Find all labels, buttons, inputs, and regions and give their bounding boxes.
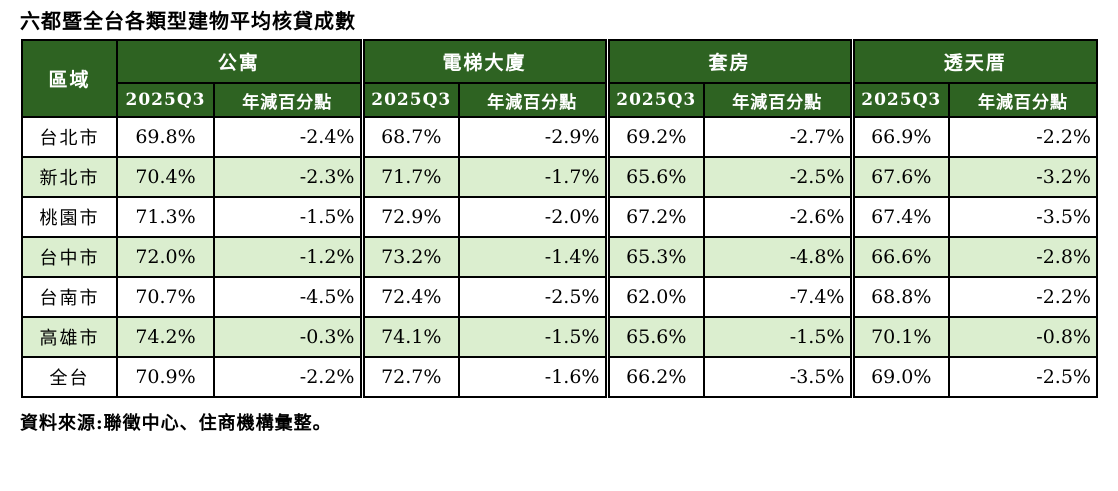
table-row-nationwide: 全台 70.9% -2.2% 72.7% -1.6% 66.2% -3.5% 6… bbox=[21, 356, 1098, 398]
page-title: 六都暨全台各類型建物平均核貸成數 bbox=[20, 9, 356, 33]
value-cell: 74.2% bbox=[116, 316, 215, 358]
value-cell: -2.5% bbox=[948, 356, 1098, 398]
value-cell: -2.2% bbox=[948, 276, 1098, 318]
value-cell: -3.5% bbox=[948, 196, 1098, 238]
value-cell: 70.4% bbox=[116, 156, 215, 198]
value-cell: 69.8% bbox=[116, 116, 215, 158]
value-cell: 62.0% bbox=[604, 276, 705, 318]
value-cell: 72.9% bbox=[359, 196, 460, 238]
column-group-header-studio: 套房 bbox=[604, 39, 853, 84]
value-cell: -0.3% bbox=[213, 316, 363, 358]
value-cell: -2.0% bbox=[458, 196, 608, 238]
value-cell: -4.5% bbox=[213, 276, 363, 318]
value-cell: -1.6% bbox=[458, 356, 608, 398]
sub-header-yoy: 年減百分點 bbox=[948, 82, 1098, 118]
sub-header-period: 2025Q3 bbox=[604, 82, 705, 118]
value-cell: -2.7% bbox=[703, 116, 853, 158]
region-cell: 新北市 bbox=[21, 156, 118, 198]
value-cell: -1.2% bbox=[213, 236, 363, 278]
value-cell: -7.4% bbox=[703, 276, 853, 318]
value-cell: -2.3% bbox=[213, 156, 363, 198]
value-cell: 67.4% bbox=[849, 196, 950, 238]
sub-header-row: 2025Q3 年減百分點 2025Q3 年減百分點 2025Q3 年減百分點 2… bbox=[22, 82, 1098, 118]
value-cell: 66.6% bbox=[849, 236, 950, 278]
region-header: 區域 bbox=[21, 39, 118, 118]
value-cell: 65.6% bbox=[604, 316, 705, 358]
value-cell: -0.8% bbox=[948, 316, 1098, 358]
value-cell: -2.8% bbox=[948, 236, 1098, 278]
value-cell: -1.5% bbox=[213, 196, 363, 238]
region-cell: 全台 bbox=[21, 356, 118, 398]
value-cell: 71.7% bbox=[359, 156, 460, 198]
region-cell: 桃園市 bbox=[21, 196, 118, 238]
column-group-header-apartment: 公寓 bbox=[116, 39, 363, 84]
value-cell: -1.7% bbox=[458, 156, 608, 198]
sub-header-yoy: 年減百分點 bbox=[213, 82, 363, 118]
value-cell: 70.9% bbox=[116, 356, 215, 398]
column-group-header-townhouse: 透天厝 bbox=[849, 39, 1098, 84]
table-row-taichung: 台中市 72.0% -1.2% 73.2% -1.4% 65.3% -4.8% … bbox=[21, 236, 1098, 278]
value-cell: -2.5% bbox=[703, 156, 853, 198]
loan-ratio-table: 區域 公寓 電梯大廈 套房 透天厝 2025Q3 年減百分點 2025Q3 年減… bbox=[21, 39, 1098, 398]
value-cell: 65.6% bbox=[604, 156, 705, 198]
data-source-note: 資料來源:聯徵中心、住商機構彙整。 bbox=[20, 413, 332, 434]
value-cell: -2.2% bbox=[948, 116, 1098, 158]
sub-header-period: 2025Q3 bbox=[116, 82, 215, 118]
value-cell: 66.9% bbox=[849, 116, 950, 158]
value-cell: -4.8% bbox=[703, 236, 853, 278]
sub-header-yoy: 年減百分點 bbox=[458, 82, 608, 118]
table-row-taipei: 台北市 69.8% -2.4% 68.7% -2.9% 69.2% -2.7% … bbox=[21, 116, 1098, 158]
value-cell: -3.5% bbox=[703, 356, 853, 398]
value-cell: -2.5% bbox=[458, 276, 608, 318]
value-cell: 67.2% bbox=[604, 196, 705, 238]
table-row-kaohsiung: 高雄市 74.2% -0.3% 74.1% -1.5% 65.6% -1.5% … bbox=[21, 316, 1098, 358]
value-cell: 74.1% bbox=[359, 316, 460, 358]
value-cell: 73.2% bbox=[359, 236, 460, 278]
region-cell: 高雄市 bbox=[21, 316, 118, 358]
value-cell: 67.6% bbox=[849, 156, 950, 198]
value-cell: -2.6% bbox=[703, 196, 853, 238]
value-cell: 72.0% bbox=[116, 236, 215, 278]
value-cell: 70.1% bbox=[849, 316, 950, 358]
table-row-newtaipei: 新北市 70.4% -2.3% 71.7% -1.7% 65.6% -2.5% … bbox=[21, 156, 1098, 198]
value-cell: -2.2% bbox=[213, 356, 363, 398]
region-cell: 台中市 bbox=[21, 236, 118, 278]
sub-header-period: 2025Q3 bbox=[849, 82, 950, 118]
region-cell: 台北市 bbox=[21, 116, 118, 158]
value-cell: -1.4% bbox=[458, 236, 608, 278]
value-cell: 70.7% bbox=[116, 276, 215, 318]
table-row-taoyuan: 桃園市 71.3% -1.5% 72.9% -2.0% 67.2% -2.6% … bbox=[21, 196, 1098, 238]
value-cell: -3.2% bbox=[948, 156, 1098, 198]
value-cell: 72.7% bbox=[359, 356, 460, 398]
column-group-header-elevator-building: 電梯大廈 bbox=[359, 39, 608, 84]
sub-header-yoy: 年減百分點 bbox=[703, 82, 853, 118]
value-cell: -2.4% bbox=[213, 116, 363, 158]
region-cell: 台南市 bbox=[21, 276, 118, 318]
value-cell: -1.5% bbox=[458, 316, 608, 358]
value-cell: 72.4% bbox=[359, 276, 460, 318]
table-row-tainan: 台南市 70.7% -4.5% 72.4% -2.5% 62.0% -7.4% … bbox=[21, 276, 1098, 318]
group-header-row: 區域 公寓 電梯大廈 套房 透天厝 bbox=[21, 39, 1098, 118]
value-cell: 66.2% bbox=[604, 356, 705, 398]
value-cell: -2.9% bbox=[458, 116, 608, 158]
sub-header-period: 2025Q3 bbox=[359, 82, 460, 118]
value-cell: 68.7% bbox=[359, 116, 460, 158]
value-cell: 69.2% bbox=[604, 116, 705, 158]
value-cell: 71.3% bbox=[116, 196, 215, 238]
value-cell: 68.8% bbox=[849, 276, 950, 318]
value-cell: -1.5% bbox=[703, 316, 853, 358]
value-cell: 69.0% bbox=[849, 356, 950, 398]
value-cell: 65.3% bbox=[604, 236, 705, 278]
